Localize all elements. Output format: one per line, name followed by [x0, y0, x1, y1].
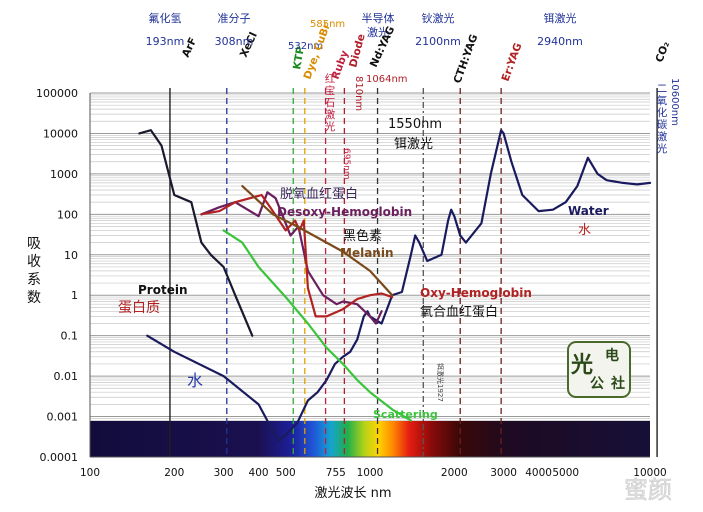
y-tick-label: 0.001	[47, 411, 79, 424]
logo-char: 电	[605, 347, 619, 364]
y-tick-label: 100000	[36, 87, 78, 100]
y-tick-label: 1000	[50, 168, 78, 181]
laser-5-nm: 810nm	[353, 76, 364, 111]
series-label-protein: Protein	[138, 283, 188, 297]
series-label-water-cn-2: 水	[187, 371, 203, 390]
laser-5-name: Diode	[347, 33, 367, 69]
laser-10-cn-char: 碳	[657, 118, 668, 131]
series-label-desoxy-hemoglobin: Desoxy-Hemoglobin	[277, 205, 412, 219]
x-tick-label: 500	[276, 467, 296, 479]
laser-10-cn-char: 氧	[657, 94, 668, 107]
x-tick-label: 300	[214, 467, 234, 479]
y-tick-label: 100	[57, 208, 78, 221]
laser-9-nm: 2940nm	[537, 35, 583, 48]
laser-7-nm: 1550nm	[388, 117, 442, 132]
y-axis-title-char: 收	[27, 254, 41, 270]
series-label-scattering: Scattering	[373, 408, 438, 421]
series-label-melanin-cn: 黑色素	[343, 228, 382, 244]
laser-2-name: KTP	[291, 45, 307, 70]
series-label-desoxy-hemoglobin-cn: 脱氧血红蛋白	[280, 186, 358, 202]
x-tick-label: 400	[249, 467, 269, 479]
series-label-protein-cn: 蛋白质	[118, 300, 160, 316]
series-line-oxy-hemoglobin	[200, 193, 394, 318]
axes: 1000001000010001001010.10.010.0010.00011…	[27, 87, 667, 501]
series-label-water-cn: 水	[578, 223, 591, 238]
laser-10-cn-char: 化	[657, 106, 668, 119]
laser-4-cn-char: 石	[325, 97, 336, 109]
plot-area	[90, 93, 650, 457]
x-axis-title: 激光波长 nm	[314, 486, 391, 501]
laser-4-cn-char: 光	[325, 120, 336, 133]
series-line-protein	[138, 129, 254, 337]
x-tick-label: 3000	[490, 467, 517, 479]
laser-2-nm: 532nm	[288, 41, 323, 52]
spectrum-rect	[90, 421, 650, 457]
laser-4-cn-char: 激	[325, 108, 336, 121]
y-axis-title-char: 数	[27, 290, 41, 306]
x-tick-label: 2000	[441, 467, 468, 479]
laser-10-cn-char: 激	[657, 130, 668, 143]
y-tick-label: 0.0001	[40, 451, 79, 464]
logo: 光电公社	[567, 341, 631, 398]
laser-10-name: CO₂	[654, 40, 673, 64]
grid	[90, 92, 650, 458]
y-tick-label: 0.1	[61, 330, 79, 343]
watermark: 蜜颜	[624, 476, 672, 504]
x-tick-label: 200	[164, 467, 184, 479]
series-lines	[138, 129, 652, 442]
laser-3-nm: 585nm	[310, 19, 345, 30]
y-tick-label: 1	[71, 289, 78, 302]
laser-10-nm: 10600nm	[669, 78, 680, 126]
logo-frame	[567, 341, 631, 398]
logo-char: 社	[610, 375, 625, 392]
series-line-scattering	[222, 229, 412, 422]
laser-4-cn-char: 红	[325, 72, 336, 85]
logo-char: 公	[590, 376, 604, 392]
y-tick-label: 10000	[43, 127, 78, 140]
visible-spectrum-band	[90, 421, 650, 457]
y-tick-label: 10	[64, 249, 78, 262]
laser-8-cn: 钬激光	[422, 11, 455, 25]
laser-9-name: Er:YAG	[500, 41, 525, 83]
laser-0-nm: 193nm	[146, 35, 185, 48]
laser-5-cn: 半导体	[362, 11, 395, 25]
x-tick-label: 5000	[552, 467, 579, 479]
series-line-melanin	[241, 185, 394, 297]
laser-6-nm: 1064nm	[366, 74, 408, 85]
series-line-desoxy-hemoglobin	[200, 191, 383, 325]
laser-4-nm: 695nm	[341, 148, 351, 180]
series-label-water: Water	[568, 204, 609, 218]
series-line-water	[146, 129, 652, 442]
series-label-melanin: Melanin	[340, 246, 394, 260]
x-tick-label: 10000	[633, 467, 666, 479]
logo-char: 光	[570, 353, 593, 378]
laser-7-cn: 铒激光	[394, 137, 433, 152]
laser-1-cn: 准分子	[218, 12, 251, 25]
series-label-oxy-hemoglobin-cn: 氧合血红蛋白	[420, 304, 498, 320]
laser-0-cn: 氟化氢	[149, 11, 182, 25]
laser-8-nm: 2100nm	[415, 35, 461, 48]
laser-5-cn-2: 激光	[367, 25, 389, 39]
x-tick-label: 4000	[525, 467, 552, 479]
x-tick-label: 1000	[357, 467, 384, 479]
y-axis-title-char: 系	[27, 272, 41, 288]
laser-1-nm: 308nm	[215, 35, 254, 48]
annotation-erbium-1927: 铒激光1927	[436, 363, 445, 402]
x-tick-label: 100	[80, 467, 100, 479]
series-label-oxy-hemoglobin: Oxy-Hemoglobin	[420, 286, 532, 300]
y-tick-label: 0.01	[54, 370, 79, 383]
laser-9-cn: 铒激光	[544, 11, 577, 25]
x-tick-label: 755	[326, 467, 346, 479]
laser-10-cn-char: 光	[657, 142, 668, 155]
y-axis-title-char: 吸	[27, 236, 41, 252]
laser-10-cn-char: 二	[657, 83, 668, 95]
laser-4-cn-char: 宝	[325, 84, 336, 97]
